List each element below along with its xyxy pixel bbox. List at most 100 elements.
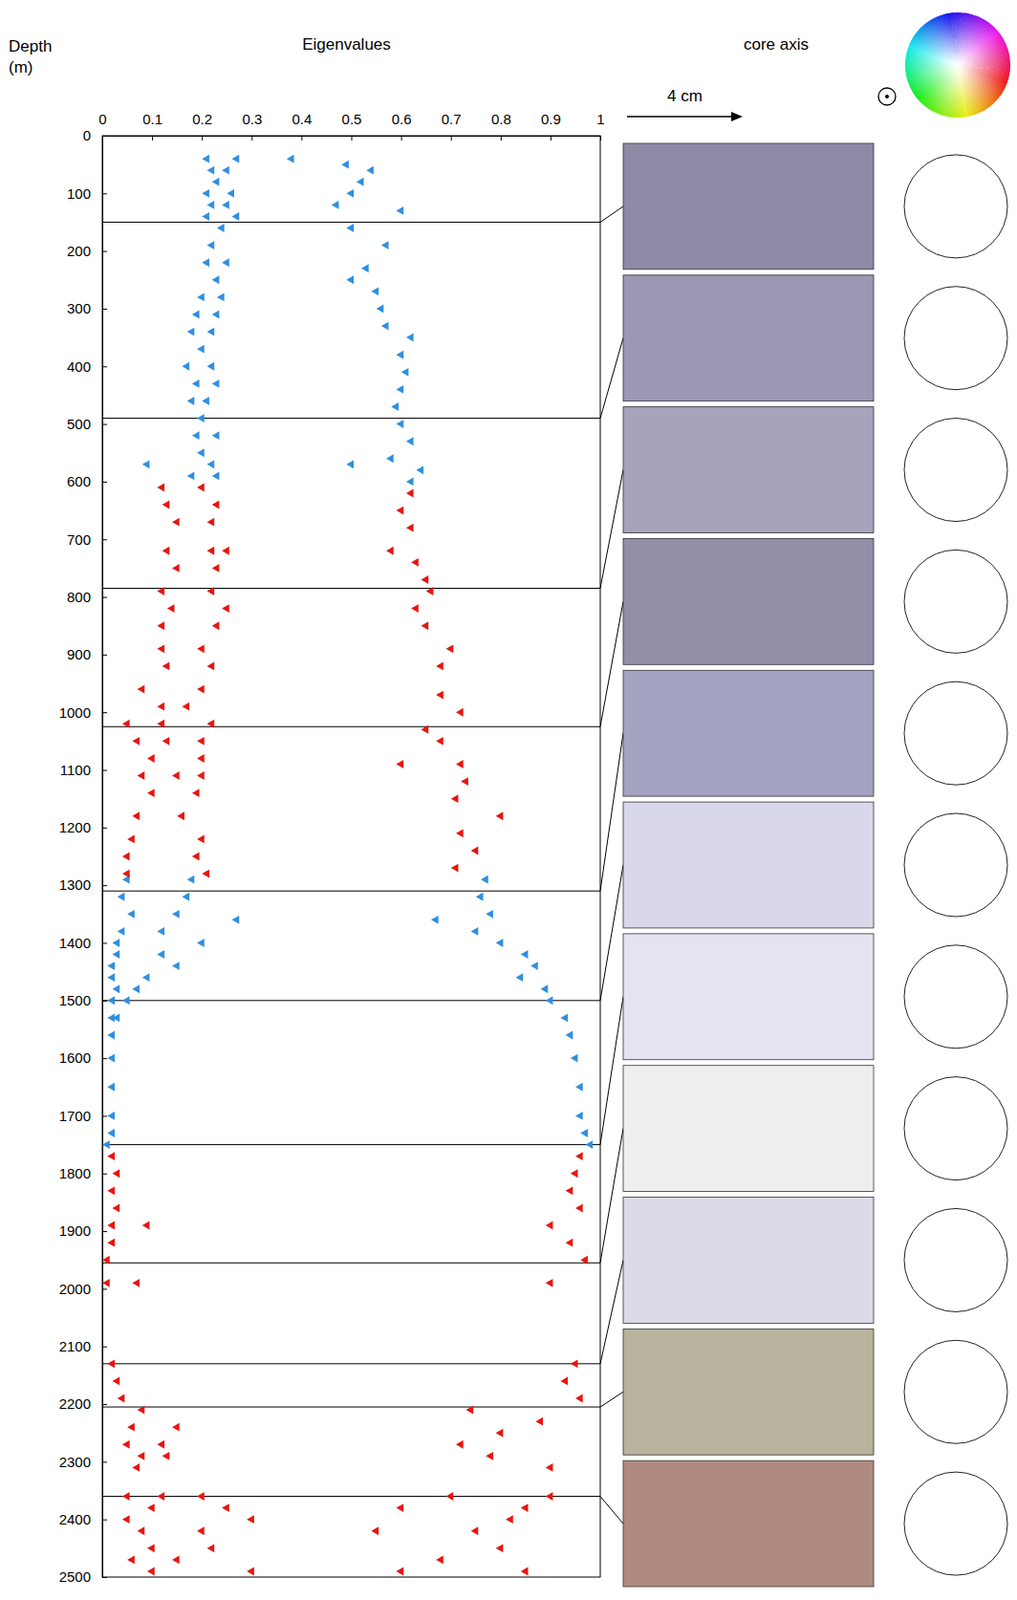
point (196, 644, 205, 653)
point (496, 1543, 504, 1553)
x-tick-label: 0.8 (491, 110, 512, 128)
section-line (102, 1144, 601, 1146)
point (201, 396, 210, 406)
point (127, 1555, 135, 1564)
point (212, 621, 220, 630)
point (207, 459, 216, 469)
y-tick-label: 1200 (59, 819, 91, 836)
point (471, 1526, 479, 1536)
point (196, 1526, 205, 1536)
point (162, 736, 171, 746)
pole-figure (904, 681, 1008, 785)
point (181, 362, 190, 371)
plot-frame (102, 135, 601, 1578)
y-axis-title: Depth(m) (8, 37, 52, 77)
point (207, 200, 216, 210)
point (376, 304, 385, 314)
point (406, 489, 414, 498)
point (386, 546, 394, 556)
pole-figure (904, 1077, 1008, 1181)
thin-section (623, 407, 874, 534)
x-tick-label: 0.9 (540, 110, 562, 128)
section-connector (600, 1496, 624, 1525)
point (176, 811, 185, 821)
point (465, 1406, 474, 1415)
point (411, 604, 419, 613)
thin-section (623, 275, 874, 402)
point (421, 725, 430, 735)
point (395, 385, 404, 394)
point (112, 950, 121, 959)
point (580, 1255, 588, 1265)
thin-section (623, 801, 874, 929)
axis-symbol (878, 87, 896, 106)
point (102, 1255, 110, 1265)
point (137, 1526, 146, 1536)
x-tick-label: 0.5 (342, 110, 363, 128)
point (341, 160, 349, 170)
point (460, 777, 469, 786)
point (226, 189, 235, 198)
point (172, 909, 180, 919)
point (142, 1221, 151, 1231)
y-tick: 2100 (59, 1338, 108, 1355)
point (192, 788, 200, 798)
point (480, 875, 489, 885)
x-axis-title: Eigenvalues (302, 35, 391, 54)
x-tick-mark (251, 135, 253, 141)
x-tick-mark (201, 135, 203, 141)
point (196, 754, 205, 763)
point (207, 240, 216, 250)
point (187, 327, 195, 337)
point (207, 166, 216, 175)
point (395, 506, 404, 516)
point (451, 794, 459, 803)
point (137, 1451, 146, 1461)
point (565, 1186, 574, 1195)
scale-label: 4 cm (667, 86, 703, 106)
x-tick-mark (500, 135, 502, 141)
point (381, 322, 390, 331)
point (471, 846, 479, 856)
point (112, 984, 121, 994)
point (485, 1451, 494, 1461)
y-tick-mark (102, 481, 108, 483)
point (221, 604, 230, 613)
y-tick: 600 (66, 473, 108, 490)
y-tick-label: 2000 (59, 1280, 91, 1298)
point (107, 1082, 115, 1092)
point (406, 436, 414, 446)
y-tick-mark (102, 308, 108, 310)
point (187, 875, 195, 885)
y-tick-label: 400 (66, 358, 91, 375)
point (221, 546, 230, 556)
x-tick-mark (550, 135, 552, 141)
y-tick: 1700 (59, 1107, 108, 1125)
y-tick-label: 1700 (59, 1107, 91, 1125)
point (142, 459, 151, 469)
point (395, 1567, 404, 1577)
point (212, 431, 220, 440)
section-line (102, 1495, 601, 1497)
point (386, 454, 394, 463)
point (156, 1492, 165, 1501)
thin-section (623, 1328, 874, 1455)
point (187, 471, 195, 480)
section-line (102, 221, 601, 223)
point (196, 685, 205, 694)
point (117, 927, 126, 936)
x-tick: 0.3 (241, 110, 262, 141)
section-line (102, 1262, 601, 1264)
point (575, 1111, 584, 1121)
point (545, 1278, 554, 1288)
point (196, 1492, 205, 1501)
y-tick-mark (102, 539, 108, 541)
point (584, 1140, 593, 1149)
point (196, 448, 205, 457)
y-tick-mark (102, 1404, 108, 1406)
point (122, 719, 130, 729)
section-line (102, 587, 601, 589)
point (401, 367, 410, 377)
point (575, 1394, 584, 1404)
point (156, 719, 165, 729)
